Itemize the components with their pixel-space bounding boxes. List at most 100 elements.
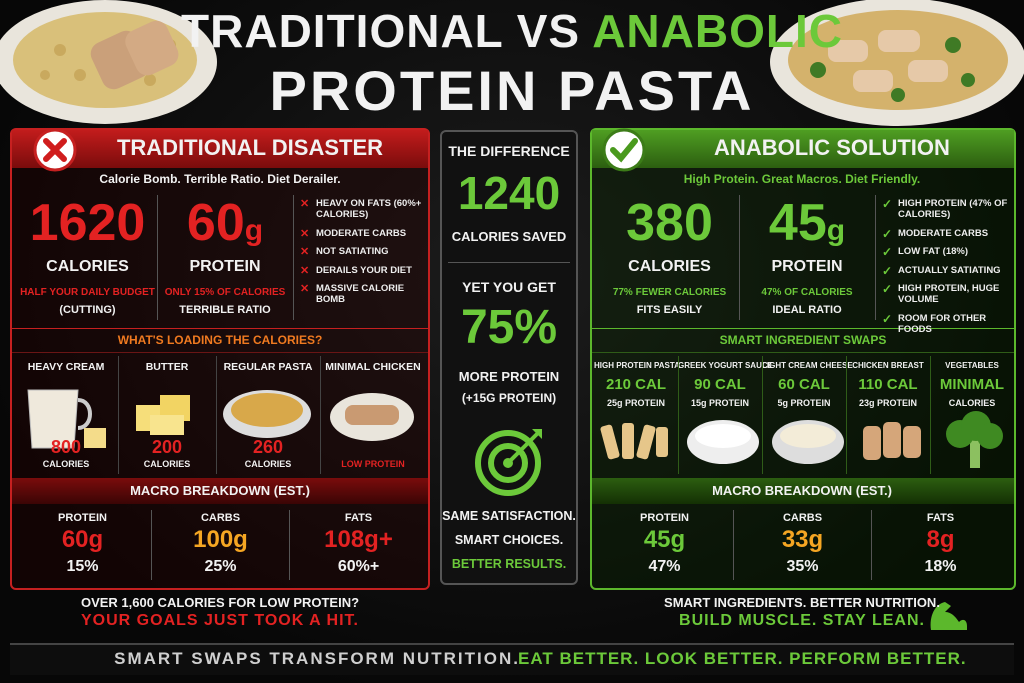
bottom-bar	[10, 643, 1014, 675]
difference-value: 1240	[457, 167, 561, 219]
difference-percent: 75%	[460, 301, 558, 354]
title-line-2: PROTEIN PASTA	[269, 59, 755, 122]
swap-protein: 15g PROTEIN	[690, 398, 749, 408]
macro-title: MACRO BREAKDOWN (EST.)	[712, 483, 892, 498]
pasta-plate-right	[770, 0, 1024, 126]
ingredient-note: LOW PROTEIN	[341, 459, 405, 469]
footer-line: YOUR GOALS JUST TOOK A HIT.	[81, 612, 359, 629]
swap-name: VEGETABLES	[945, 361, 999, 370]
point: HIGH PROTEIN, HUGE VOLUME	[882, 282, 1012, 306]
macro-pct: 47%	[648, 558, 681, 575]
divider	[293, 195, 294, 320]
footer-line: OVER 1,600 CALORIES FOR LOW PROTEIN?	[80, 595, 360, 610]
macro-pct: 25%	[204, 558, 237, 575]
point: LOW FAT (18%)	[882, 245, 1012, 260]
macro-pct: 35%	[786, 558, 819, 575]
stat-value: 1620	[15, 194, 160, 252]
divider	[448, 262, 570, 263]
macro-name: CARBS	[782, 512, 823, 524]
panel-title: ANABOLIC SOLUTION	[714, 135, 950, 160]
point: ACTUALLY SATIATING	[882, 264, 1012, 279]
macro-name: CARBS	[200, 512, 241, 524]
panel-title: TRADITIONAL DISASTER	[116, 135, 384, 160]
macro-pct: 60%+	[337, 558, 380, 575]
swap-name: HIGH PROTEIN PASTA	[594, 361, 680, 370]
macro-name: PROTEIN	[640, 512, 689, 524]
swap-cal: 210 CAL	[605, 376, 667, 393]
bottom-left: SMART SWAPS TRANSFORM NUTRITION.	[114, 649, 520, 668]
title-line-1: TRADITIONAL VS ANABOLIC	[0, 6, 1024, 57]
point-list: HEAVY ON FATS (60%+ CALORIES) MODERATE CA…	[300, 198, 430, 306]
cream-cheese-bowl	[772, 420, 844, 464]
ingredient-unit: CALORIES	[244, 459, 292, 469]
macro-name: FATS	[344, 512, 373, 524]
stat-label: CALORIES	[628, 258, 711, 275]
stat-sub: IDEAL RATIO	[772, 304, 842, 316]
stat-value: 380	[597, 194, 742, 252]
swap-protein: 23g PROTEIN	[858, 398, 917, 408]
title-part: ANABOLIC	[592, 5, 843, 57]
macro-amount: 33g	[781, 526, 824, 553]
divider	[12, 352, 428, 353]
footer-line: BUILD MUSCLE. STAY LEAN.	[679, 612, 925, 629]
stat-number: 1620	[29, 194, 146, 252]
macro-title: MACRO BREAKDOWN (EST.)	[130, 483, 310, 498]
swap-cal: 90 CAL	[694, 376, 746, 393]
stat-unit: g	[244, 214, 264, 247]
title-part: TRADITIONAL VS	[181, 5, 581, 57]
difference-line: SAME SATISFACTION.	[442, 509, 576, 523]
divider	[157, 195, 158, 320]
ingredient-amount: 200	[151, 437, 183, 457]
divider	[118, 356, 119, 474]
difference-line: SMART CHOICES.	[454, 533, 564, 547]
stat-sub: (CUTTING)	[59, 304, 116, 316]
swap-protein: CALORIES	[948, 398, 996, 408]
butter	[136, 395, 190, 435]
ingredient-name: MINIMAL CHICKEN	[325, 361, 421, 373]
divider	[151, 510, 152, 580]
section-title: SMART INGREDIENT SWAPS	[719, 333, 887, 347]
ingredient-name: REGULAR PASTA	[223, 361, 313, 373]
stat-label: CALORIES	[46, 258, 129, 275]
divider	[733, 510, 734, 580]
divider	[592, 352, 1014, 353]
anabolic-header-bar	[592, 130, 1014, 168]
swap-name: LIGHT CREAM CHEESE	[762, 361, 853, 370]
macro-bar	[12, 478, 428, 504]
stat-label: PROTEIN	[189, 258, 261, 275]
divider	[875, 195, 876, 320]
difference-line: BETTER RESULTS.	[451, 557, 567, 571]
stat-number: 45	[768, 194, 827, 252]
footer-line: SMART INGREDIENTS. BETTER NUTRITION.	[664, 595, 940, 610]
stat-unit: g	[826, 214, 846, 247]
stat-number: 380	[626, 194, 713, 252]
stat-value: 45g	[742, 194, 872, 252]
swap-name: GREEK YOGURT SAUCE	[678, 361, 773, 370]
bottom-right: EAT BETTER. LOOK BETTER. PERFORM BETTER.	[518, 649, 967, 668]
difference-lead: YET YOU GET	[462, 279, 556, 295]
ingredient-unit: CALORIES	[143, 459, 191, 469]
x-icon	[33, 128, 77, 172]
panel-subtitle: High Protein. Great Macros. Diet Friendl…	[683, 172, 921, 186]
ingredient-amount: 800	[50, 437, 82, 457]
swap-protein: 5g PROTEIN	[777, 398, 831, 408]
cream-jug	[27, 389, 106, 449]
stat-value: 60g	[160, 194, 290, 252]
difference-panel	[440, 130, 578, 585]
stat-label: PROTEIN	[771, 258, 843, 275]
penne	[600, 423, 668, 460]
stat-note: 47% OF CALORIES	[761, 287, 853, 298]
muscle-icon	[930, 602, 967, 630]
swap-cal: 110 CAL	[858, 376, 918, 393]
stat-sub: TERRIBLE RATIO	[179, 304, 271, 316]
point: HIGH PROTEIN (47% OF CALORIES)	[882, 197, 1012, 221]
point: MASSIVE CALORIE BOMB	[300, 283, 430, 306]
divider	[739, 195, 740, 320]
point: NOT SATIATING	[300, 246, 430, 260]
macro-bar	[592, 478, 1014, 504]
stat-number: 60	[186, 194, 245, 252]
stat-note: ONLY 15% OF CALORIES	[164, 287, 286, 298]
target-icon	[475, 429, 542, 496]
broccoli	[946, 411, 1003, 468]
